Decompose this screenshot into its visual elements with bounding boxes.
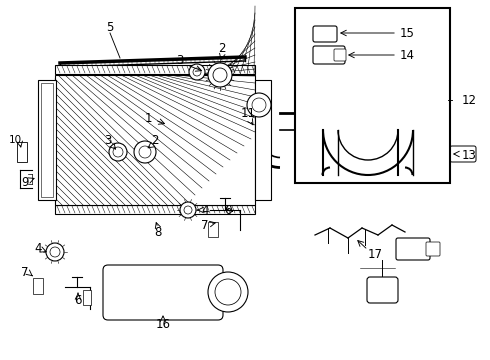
Circle shape [50, 247, 60, 257]
Text: 6: 6 [74, 293, 82, 306]
Bar [295, 8, 450, 183]
Text: 8: 8 [154, 225, 162, 239]
Text: 6: 6 [224, 203, 232, 216]
FancyBboxPatch shape [313, 26, 337, 42]
Text: 14: 14 [400, 49, 415, 62]
Circle shape [208, 63, 232, 87]
Text: 17: 17 [368, 248, 383, 261]
Circle shape [113, 147, 123, 157]
Bar [55, 65, 255, 74]
Text: 3: 3 [176, 54, 184, 67]
FancyBboxPatch shape [450, 146, 476, 162]
Circle shape [213, 68, 227, 82]
Text: 4: 4 [201, 203, 209, 216]
FancyBboxPatch shape [367, 277, 398, 303]
Text: 15: 15 [400, 27, 415, 40]
Circle shape [215, 279, 241, 305]
Bar [33, 278, 43, 294]
Text: 9: 9 [21, 176, 29, 189]
Circle shape [252, 98, 266, 112]
Text: 11: 11 [241, 107, 255, 120]
Circle shape [247, 93, 271, 117]
Text: 12: 12 [462, 94, 477, 107]
FancyBboxPatch shape [396, 238, 430, 260]
Circle shape [134, 141, 156, 163]
Text: 13: 13 [462, 149, 477, 162]
Circle shape [193, 68, 201, 76]
Circle shape [189, 64, 205, 80]
Text: 2: 2 [218, 41, 226, 54]
FancyBboxPatch shape [313, 46, 345, 64]
Circle shape [208, 272, 248, 312]
Bar [38, 80, 56, 200]
Text: 2: 2 [151, 134, 159, 147]
FancyBboxPatch shape [103, 265, 223, 320]
Text: 16: 16 [155, 319, 171, 332]
Text: 1: 1 [144, 112, 152, 125]
Text: 5: 5 [106, 21, 114, 33]
FancyBboxPatch shape [426, 242, 440, 256]
Bar [17, 142, 27, 162]
Circle shape [180, 202, 196, 218]
Text: 7: 7 [201, 219, 209, 231]
Circle shape [139, 146, 151, 158]
Circle shape [184, 206, 192, 214]
FancyBboxPatch shape [334, 49, 346, 61]
Circle shape [109, 143, 127, 161]
Bar [41, 83, 53, 197]
Bar [208, 222, 218, 237]
Text: 10: 10 [8, 135, 22, 145]
Text: 3: 3 [104, 134, 112, 147]
Text: 7: 7 [21, 266, 29, 279]
Bar [83, 290, 91, 305]
Bar [55, 205, 255, 214]
Text: 4: 4 [34, 242, 42, 255]
Circle shape [46, 243, 64, 261]
Bar [55, 75, 255, 205]
Bar [255, 80, 271, 200]
